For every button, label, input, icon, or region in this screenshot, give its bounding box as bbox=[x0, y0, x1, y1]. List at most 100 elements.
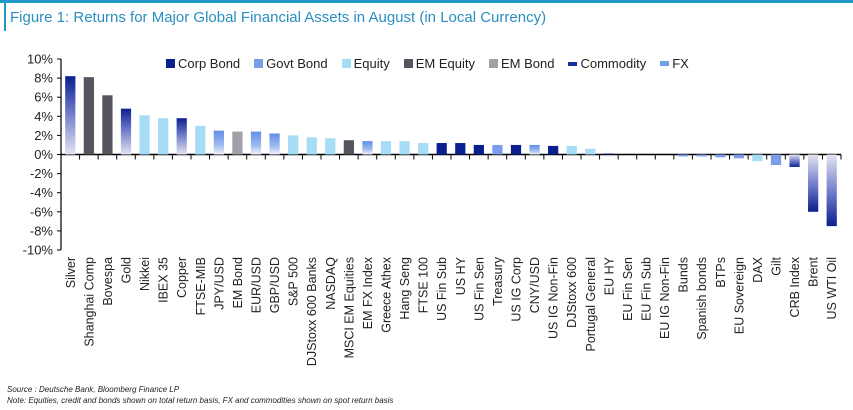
y-tick-label: 6% bbox=[34, 90, 53, 105]
bar-us-ig-non-fin bbox=[548, 145, 559, 155]
x-tick-label: IBEX 35 bbox=[157, 257, 171, 303]
x-tick-label: Nikkei bbox=[138, 257, 152, 291]
bar-s-p-500 bbox=[288, 135, 299, 155]
legend-swatch bbox=[660, 61, 670, 66]
x-tick-label: FTSE 100 bbox=[417, 257, 431, 313]
bar-copper bbox=[176, 118, 187, 155]
x-tick-label: Gold bbox=[120, 257, 134, 283]
x-tick-label: CRB Index bbox=[788, 256, 802, 317]
x-tick-label: US Fin Sen bbox=[472, 257, 486, 321]
legend-item-fx: FX bbox=[660, 56, 689, 71]
legend-item-equity: Equity bbox=[341, 56, 390, 71]
x-tick-label: Bovespa bbox=[101, 257, 115, 306]
x-tick-label: JPY/USD bbox=[212, 257, 226, 310]
bar-chart: 10% 8% 6% 4% 2% 0% -2% -4% -6% -8% -10% Silver Shan… bbox=[23, 52, 842, 366]
legend-label: EM Bond bbox=[500, 56, 555, 71]
x-tick-label: EU Fin Sen bbox=[621, 257, 635, 321]
x-tick-label: Hang Seng bbox=[398, 257, 412, 320]
bar-us-ig-corp bbox=[510, 144, 522, 155]
bar-cny-usd bbox=[529, 144, 540, 155]
legend-label: Corp Bond bbox=[178, 56, 241, 71]
x-tick-label: Greece Athex bbox=[380, 256, 394, 332]
bar-us-wti-oil bbox=[826, 154, 837, 227]
legend-item-em-bond: EM Bond bbox=[488, 56, 555, 71]
y-tick-label: 10% bbox=[27, 52, 53, 67]
bar-shanghai-comp bbox=[83, 77, 94, 155]
bar-eu-hy bbox=[603, 153, 614, 155]
bar-jpy-usd bbox=[213, 130, 224, 155]
bar-gold bbox=[120, 108, 132, 155]
x-tick-label: US Fin Sub bbox=[435, 257, 449, 321]
y-tick-label: 0% bbox=[34, 147, 53, 162]
legend-swatch bbox=[341, 59, 351, 68]
x-tick-label: EU HY bbox=[602, 256, 616, 295]
x-tick-label: DAX bbox=[751, 256, 765, 282]
x-tick-label: Silver bbox=[64, 257, 78, 288]
y-tick-label: -8% bbox=[30, 223, 54, 238]
x-tick-label: Treasury bbox=[491, 256, 505, 306]
x-tick-label: EU Fin Sub bbox=[640, 257, 654, 321]
x-tick-label: CNY/USD bbox=[528, 257, 542, 313]
bar-brent bbox=[808, 154, 819, 212]
legend-item-em-equity: EM Equity bbox=[403, 56, 475, 71]
x-tick-label: Copper bbox=[175, 257, 189, 298]
title-accent-bar bbox=[0, 0, 853, 3]
chart-title: Figure 1: Returns for Major Global Finan… bbox=[10, 9, 547, 26]
y-tick-label: -10% bbox=[23, 243, 54, 258]
bar-em-bond bbox=[232, 131, 243, 155]
bar-btps bbox=[715, 154, 726, 158]
y-tick-label: 8% bbox=[34, 71, 53, 86]
legend-swatch bbox=[254, 59, 264, 68]
bar-djstoxx-600-banks bbox=[306, 137, 317, 155]
bar-ftse-100 bbox=[418, 143, 429, 155]
x-tick-label: US IG Corp bbox=[510, 257, 524, 322]
x-tick-label: NASDAQ bbox=[324, 257, 338, 310]
legend-label: EM Equity bbox=[415, 56, 475, 71]
legend-swatch bbox=[488, 59, 498, 68]
legend-swatch bbox=[403, 59, 413, 68]
legend-label: Govt Bond bbox=[266, 56, 328, 71]
x-tick-label: GBP/USD bbox=[268, 257, 282, 313]
legend-label: Commodity bbox=[580, 56, 647, 71]
x-tick-label: FTSE-MIB bbox=[194, 257, 208, 315]
legend-label: Equity bbox=[353, 56, 390, 71]
bar-bovespa bbox=[102, 95, 113, 155]
source-note: Source : Deutsche Bank, Bloomberg Financ… bbox=[7, 385, 180, 394]
bar-gbp-usd bbox=[269, 133, 280, 155]
bar-em-fx-index bbox=[362, 141, 373, 155]
bar-portugal-general bbox=[585, 148, 596, 155]
x-tick-label: BTPs bbox=[714, 257, 728, 288]
bar-bunds bbox=[678, 154, 689, 157]
x-tick-label: EUR/USD bbox=[250, 257, 264, 313]
bar-us-hy bbox=[455, 143, 466, 155]
bar-ibex-35 bbox=[158, 118, 169, 155]
bar-greece-athex bbox=[380, 141, 392, 155]
x-tick-label: DJStoxx 600 bbox=[565, 257, 579, 328]
footnote: Note: Equities, credit and bonds shown o… bbox=[7, 396, 394, 405]
bar-treasury bbox=[492, 144, 503, 155]
y-tick-label: -2% bbox=[30, 166, 54, 181]
legend-label: FX bbox=[672, 56, 689, 71]
x-tick-label: US WTI Oil bbox=[825, 257, 839, 320]
legend: Corp Bond Govt Bond Equity EM Equity EM … bbox=[166, 56, 689, 71]
bar-djstoxx-600 bbox=[566, 145, 577, 155]
bar-eu-sovereign bbox=[733, 154, 744, 159]
bar-us-fin-sub bbox=[436, 143, 447, 155]
y-tick-label: -6% bbox=[30, 204, 54, 219]
bar-msci-em-equities bbox=[343, 140, 354, 155]
bar-us-fin-sen bbox=[473, 144, 484, 155]
x-tick-label: EM FX Index bbox=[361, 256, 375, 329]
bar-nikkei bbox=[139, 115, 150, 155]
x-tick-label: Bunds bbox=[677, 257, 691, 292]
x-tick-label: Portugal General bbox=[584, 257, 598, 352]
bar-eur-usd bbox=[250, 131, 262, 155]
y-tick-label: -4% bbox=[30, 185, 54, 200]
legend-item-govt-bond: Govt Bond bbox=[254, 56, 328, 71]
bar-crb-index bbox=[789, 154, 800, 167]
x-tick-label: Gilt bbox=[770, 256, 784, 275]
x-tick-label: DJStoxx 600 Banks bbox=[305, 257, 319, 366]
title-side-bar bbox=[4, 3, 6, 31]
x-tick-label: US HY bbox=[454, 256, 468, 295]
x-tick-label: Spanish bonds bbox=[695, 257, 709, 340]
x-tick-label: MSCI EM Equities bbox=[342, 257, 356, 358]
